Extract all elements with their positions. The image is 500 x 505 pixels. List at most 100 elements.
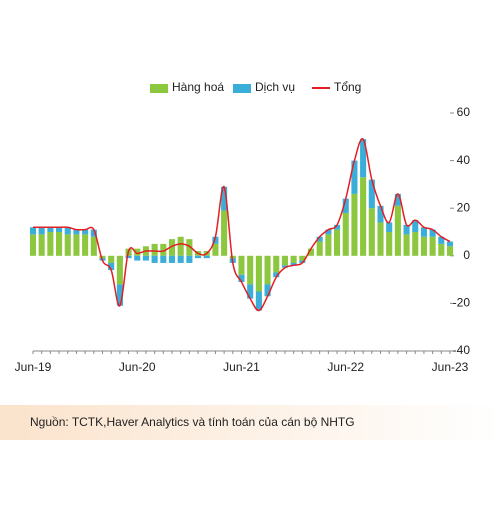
bar [142, 255, 149, 261]
bar [420, 227, 427, 237]
x-tick-label: Jun-21 [223, 360, 260, 374]
x-tick-label: Jun-23 [432, 360, 469, 374]
bar [73, 229, 80, 235]
bar [116, 255, 123, 285]
bar [334, 229, 341, 256]
bar [386, 222, 393, 232]
bar [160, 243, 167, 256]
bar [351, 193, 358, 256]
bar [64, 227, 71, 235]
bar [177, 236, 184, 256]
source-band [0, 405, 500, 440]
bar [351, 160, 358, 194]
bar [186, 255, 193, 263]
bar [394, 193, 401, 206]
bar [160, 255, 167, 263]
bar [412, 232, 419, 256]
bar [281, 265, 288, 268]
bar [116, 284, 123, 306]
legend-label: Hàng hoá [172, 80, 224, 94]
bar [403, 234, 410, 256]
bar [203, 255, 210, 259]
bar [394, 205, 401, 256]
legend-swatch [150, 84, 168, 93]
bar [334, 224, 341, 230]
bar [316, 236, 323, 242]
bar [429, 236, 436, 256]
line [33, 138, 451, 312]
bar [368, 179, 375, 209]
bar [446, 246, 454, 256]
legend-label: Dịch vụ [255, 80, 295, 94]
bar [64, 234, 71, 256]
bar [429, 229, 436, 237]
bar [264, 255, 271, 285]
y-tick-label: 0 [463, 248, 470, 262]
y-tick-label: 20 [457, 200, 471, 214]
y-tick-label: -40 [453, 343, 471, 357]
bar [290, 255, 297, 263]
bar [177, 255, 184, 263]
bar [247, 255, 254, 285]
bar [108, 255, 115, 263]
bar [47, 232, 54, 256]
bar [229, 255, 236, 259]
bar [168, 239, 176, 256]
bar [212, 236, 219, 244]
bar [134, 255, 141, 261]
bar [420, 236, 427, 256]
bar [82, 229, 89, 235]
bar [247, 284, 254, 299]
bar [299, 260, 306, 263]
bar [377, 205, 384, 223]
y-tick-label: 40 [457, 153, 471, 167]
bar [360, 139, 367, 178]
bar [99, 255, 106, 259]
legend-label: Tổng [334, 80, 361, 94]
bar [325, 234, 332, 256]
x-tick-label: Jun-19 [15, 360, 52, 374]
bar [412, 220, 419, 232]
bar [47, 227, 54, 232]
bar [108, 262, 115, 271]
bar [446, 241, 454, 247]
bar [56, 232, 63, 256]
bar [168, 255, 176, 263]
bar [29, 234, 37, 256]
bar [273, 255, 280, 273]
bar [151, 255, 158, 263]
bar [195, 255, 202, 259]
bar [368, 208, 375, 256]
bar [273, 272, 280, 278]
bar [38, 227, 45, 235]
bar [221, 210, 228, 256]
bar [281, 255, 288, 266]
x-tick-label: Jun-20 [119, 360, 156, 374]
bar [238, 255, 245, 275]
bar [307, 248, 315, 256]
bar [82, 234, 89, 256]
legend-swatch [233, 84, 251, 93]
bar [360, 177, 367, 256]
bar [238, 274, 245, 282]
bar [134, 248, 141, 256]
bar [151, 243, 158, 256]
bar [125, 255, 132, 259]
bar [290, 262, 297, 266]
bar [377, 222, 384, 256]
x-tick-label: Jun-22 [327, 360, 364, 374]
bar [73, 234, 80, 256]
bar [186, 239, 193, 256]
bar [255, 291, 262, 311]
bar [325, 229, 332, 235]
bar [90, 236, 97, 256]
y-tick-label: 60 [457, 105, 471, 119]
bar [255, 255, 262, 292]
source: Nguồn: TCTK,Haver Analytics và tính toán… [30, 415, 355, 429]
bar [403, 224, 410, 235]
y-tick-label: -20 [453, 296, 471, 310]
bar [29, 227, 37, 235]
bar [264, 284, 271, 297]
